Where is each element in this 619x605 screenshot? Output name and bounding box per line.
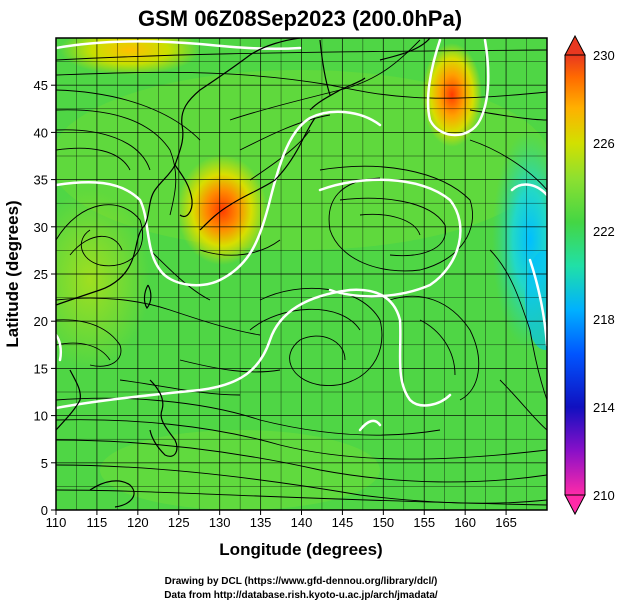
x-tick-label: 110 [46,515,67,530]
y-tick-label: 35 [34,173,48,188]
field-cool-east-2 [525,250,547,350]
x-tick-label: 155 [413,515,435,530]
field-maximum-kuril [422,43,482,147]
coast-sakhalin-kamchatka [319,38,431,96]
y-tick-label: 45 [34,78,48,93]
colorbar-tick-label: 222 [593,224,615,239]
x-tick-label: 130 [209,515,231,530]
x-tick-label: 160 [454,515,476,530]
coast-hokkaido [309,77,366,111]
y-tick-label: 0 [41,503,48,518]
credit-data: Data from http://database.rish.kyoto-u.a… [164,590,438,601]
y-tick-label: 15 [34,361,48,376]
coast-taiwan [143,284,152,310]
y-tick-label: 20 [34,314,48,329]
y-axis-label: Latitude (degrees) [3,200,22,347]
x-tick-label: 120 [127,515,149,530]
colorbar-bottom-arrow [564,494,586,516]
colorbar-tick-label: 214 [593,400,615,415]
y-tick-label: 10 [34,409,48,424]
coast-korea [174,164,193,218]
y-tick-label: 30 [34,220,48,235]
x-tick-label: 150 [372,515,394,530]
x-tick-label: 145 [332,515,354,530]
chart-title: GSM 06Z08Sep2023 (200.0hPa) [138,6,462,31]
x-axis-label: Longitude (degrees) [219,540,382,559]
x-tick-label: 115 [87,515,108,530]
streamlines [56,39,547,506]
grid-lines [56,38,547,510]
x-axis: 110 115 120 125 130 135 140 145 150 155 160 165 [46,510,517,530]
y-tick-label: 25 [34,267,48,282]
y-tick-label: 40 [34,125,48,140]
x-tick-label: 135 [250,515,272,530]
coast-indochina [56,369,81,431]
colorbar-ramp [564,54,586,496]
colorbar-tick-label: 226 [593,136,615,151]
colorbar-ticks: 210 214 218 222 226 230 [593,48,615,503]
field-warm-west [56,190,150,370]
coast-borneo [89,480,135,508]
colorbar-top-arrow [564,34,586,56]
x-tick-label: 165 [495,515,517,530]
x-tick-label: 125 [168,515,190,530]
coast-asia-mainland [56,38,301,306]
coastlines [56,38,431,508]
y-axis: 0 5 10 15 20 25 30 35 40 45 [34,78,56,518]
colorbar-tick-label: 230 [593,48,615,63]
credit-drawing: Drawing by DCL (https://www.gfd-dennou.o… [165,576,438,587]
colorbar-tick-label: 210 [593,488,615,503]
coast-japan [199,117,316,231]
colorbar-tick-label: 218 [593,312,615,327]
coast-philippines [149,379,178,457]
x-tick-label: 140 [291,515,313,530]
colorbar: 210 214 218 222 226 230 [564,34,615,516]
y-tick-label: 5 [41,456,48,471]
